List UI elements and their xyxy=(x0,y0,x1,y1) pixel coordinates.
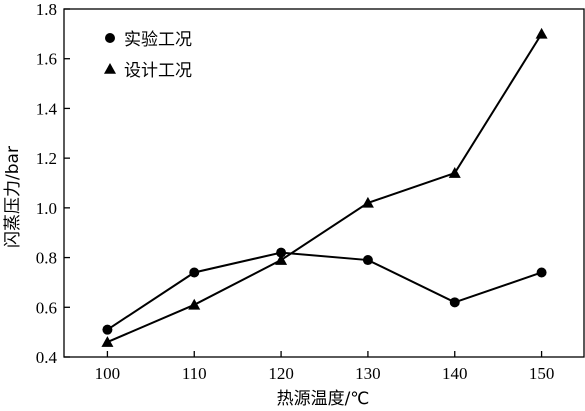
x-tick-label: 130 xyxy=(355,364,381,383)
x-axis: 100 110 120 130 140 150 xyxy=(95,351,555,383)
data-point xyxy=(188,298,201,310)
y-tick-label: 1.2 xyxy=(36,149,57,168)
y-tick-label: 1.0 xyxy=(36,199,57,218)
y-tick-label: 0.4 xyxy=(36,348,58,367)
y-tick-label: 0.6 xyxy=(36,298,57,317)
y-tick-label: 1.6 xyxy=(36,50,57,69)
series-1 xyxy=(102,247,547,335)
y-tick-label: 1.8 xyxy=(36,0,57,19)
data-point xyxy=(448,167,461,178)
plot-border xyxy=(63,8,585,358)
data-point xyxy=(362,255,373,266)
x-axis-title: 热源温度/℃ xyxy=(277,389,370,409)
x-tick-label: 150 xyxy=(529,364,555,383)
x-tick-label: 100 xyxy=(95,364,121,383)
data-point xyxy=(535,27,548,39)
series-2 xyxy=(101,27,548,347)
legend-marker xyxy=(104,63,116,74)
y-tick-label: 0.8 xyxy=(36,249,57,268)
legend-label: 设计工况 xyxy=(124,61,192,81)
x-tick-label: 110 xyxy=(182,364,207,383)
x-tick-label: 140 xyxy=(442,364,468,383)
y-axis-title: 闪蒸压力/bar xyxy=(3,146,23,248)
series-line xyxy=(106,251,542,331)
data-point xyxy=(101,336,114,347)
y-axis: 0.4 0.6 0.8 1.0 1.2 1.4 1.6 1.8 xyxy=(36,0,70,367)
data-point xyxy=(536,267,547,278)
data-point xyxy=(449,297,460,308)
data-point xyxy=(102,324,113,335)
legend-marker xyxy=(105,33,115,43)
y-tick-label: 1.4 xyxy=(36,99,58,118)
data-point xyxy=(361,196,374,208)
series-layer xyxy=(101,27,548,347)
data-point xyxy=(276,247,287,258)
plot-frame xyxy=(63,8,585,358)
data-point xyxy=(189,267,200,278)
x-tick-label: 120 xyxy=(268,364,294,383)
data-point xyxy=(275,254,288,265)
legend-label: 实验工况 xyxy=(124,30,192,50)
series-line xyxy=(107,33,543,344)
